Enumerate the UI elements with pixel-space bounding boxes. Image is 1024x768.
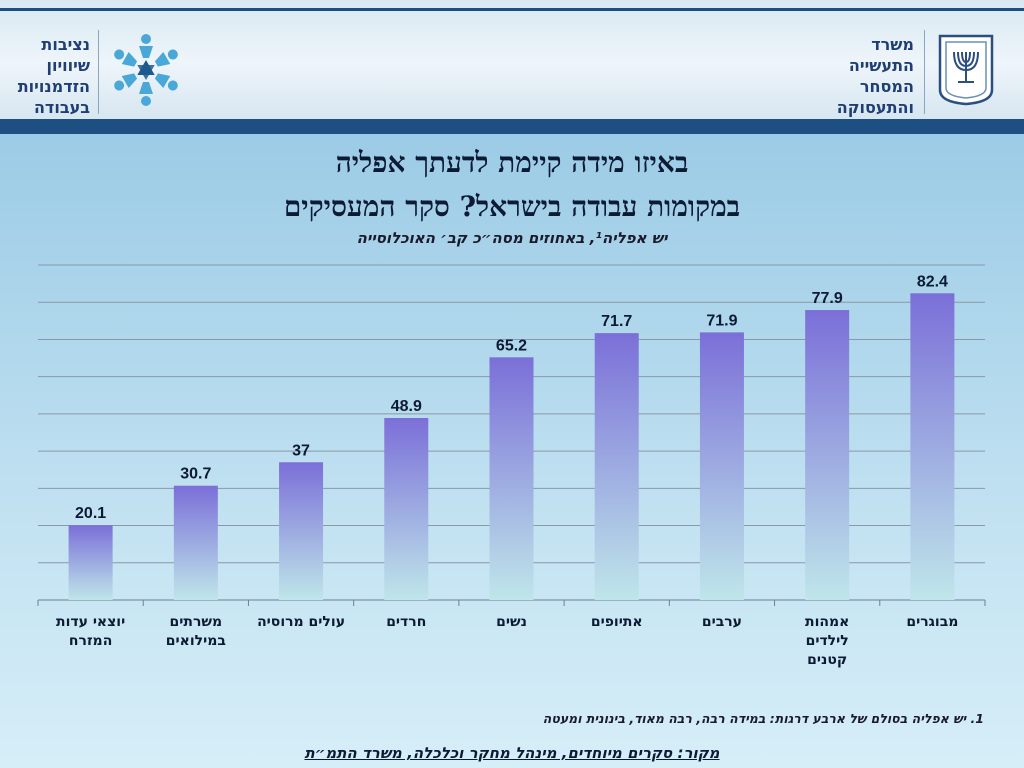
bar-chart: 82.4 77.9 71.9 71.7 65.2 48.9 37 30.7 20.1 מבוגר… — [37, 264, 986, 668]
header-banner — [0, 0, 1024, 126]
value-label: 71.9 — [706, 312, 737, 329]
category-label: משרתים — [170, 614, 223, 630]
bar — [699, 332, 744, 600]
bars — [68, 293, 955, 600]
category-label: קטנים — [807, 652, 847, 668]
footnote: 1. יש אפליה בסולם של ארבע דרגות: במידה ר… — [542, 711, 984, 726]
category-label: אתיופים — [591, 614, 643, 630]
commission-logo-line: הזדמנויות — [17, 77, 90, 96]
commission-logo-line: שיוויון — [46, 56, 90, 75]
logo-divider — [98, 30, 99, 114]
value-label: 20.1 — [75, 505, 106, 522]
category-label: לילדים — [806, 633, 849, 649]
bar — [489, 357, 534, 600]
header-top-rule — [0, 8, 1024, 11]
ministry-logo-line: התעשייה — [848, 56, 914, 75]
header-bottom-band — [0, 119, 1024, 134]
value-label: 71.7 — [601, 313, 632, 330]
commission-logo-line: בעבודה — [33, 98, 90, 117]
category-label: המזרח — [69, 633, 112, 649]
value-label: 30.7 — [180, 466, 211, 483]
category-label: נשים — [496, 614, 527, 630]
category-label: יוצאי עדות — [56, 614, 125, 630]
ministry-logo-text: משרד התעשייה המסחר והתעסוקה — [836, 34, 914, 118]
bar — [68, 525, 113, 600]
chart-subtitle: יש אפליה¹, באחוזים מסה״כ קב׳ האוכלוסייה — [356, 229, 668, 247]
star-of-people-emblem-icon — [111, 34, 181, 106]
bar — [279, 462, 324, 600]
commission-logo-line: נציבות — [41, 35, 90, 54]
source-note: מקור: סקרים מיוחדים, מינהל מחקר וכלכלה, … — [304, 744, 720, 762]
bar — [805, 310, 850, 600]
category-labels: מבוגרים אמהות לילדים קטנים ערבים אתיופים נשים ח… — [56, 614, 958, 668]
value-label: 82.4 — [917, 273, 948, 290]
value-label: 65.2 — [496, 337, 527, 354]
value-label: 37 — [292, 442, 310, 459]
category-label: אמהות — [805, 614, 849, 630]
value-label: 48.9 — [391, 398, 422, 415]
ministry-logo-line: והתעסוקה — [836, 98, 914, 117]
menorah-emblem-icon — [938, 34, 994, 106]
category-label: חרדים — [386, 614, 426, 630]
category-label: ערבים — [702, 614, 742, 630]
category-label: מבוגרים — [906, 614, 958, 630]
chart-title-line2: במקומות עבודה בישראל? סקר המעסיקים — [283, 190, 741, 223]
ministry-logo-line: משרד — [871, 35, 914, 54]
logo-divider — [924, 30, 925, 114]
bar — [594, 333, 639, 600]
commission-logo-text: נציבות שיוויון הזדמנויות בעבודה — [14, 34, 90, 118]
ministry-logo-line: המסחר — [859, 77, 914, 96]
bar — [384, 417, 429, 600]
category-label: עולים מרוסיה — [257, 614, 345, 630]
bar — [910, 293, 955, 600]
bar — [173, 485, 218, 600]
chart-title-line1: באיזו מידה קיימת לדעתך אפליה — [335, 146, 689, 179]
category-label: במילואים — [166, 633, 226, 649]
value-label: 77.9 — [812, 290, 843, 307]
value-labels: 82.4 77.9 71.9 71.7 65.2 48.9 37 30.7 20.1 — [75, 273, 948, 522]
